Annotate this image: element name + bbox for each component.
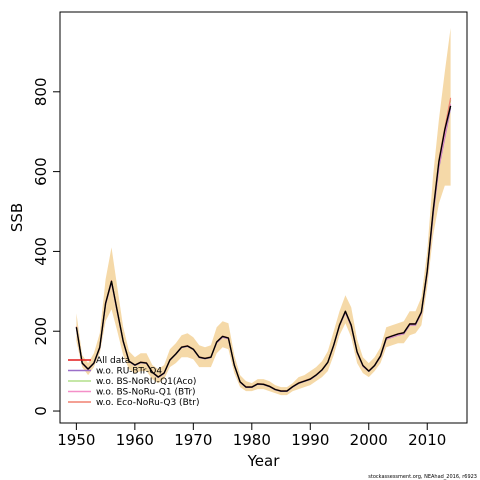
y-tick-label-400: 400 [32,237,50,266]
x-tick-label-1950: 1950 [57,431,95,449]
y-tick-label-600: 600 [32,157,50,186]
x-axis: 1950 1960 1970 1980 1990 2000 2010 [57,423,446,449]
x-tick-label-1990: 1990 [291,431,329,449]
y-tick-label-0: 0 [32,406,50,416]
x-tick-label-1960: 1960 [116,431,154,449]
x-axis-label: Year [247,452,281,470]
y-tick-label-200: 200 [32,317,50,346]
series-line-5 [75,105,452,392]
legend-label-1: w.o. RU-BTr-Q4 [96,367,162,377]
x-tick-label-1970: 1970 [174,431,212,449]
y-axis-label: SSB [8,203,26,232]
legend-label-0: All data [96,356,130,366]
x-tick-label-2010: 2010 [408,431,446,449]
legend-label-2: w.o. BS-NoRU-Q1(Aco) [96,377,196,387]
x-tick-label-1980: 1980 [233,431,271,449]
x-tick-label-2000: 2000 [350,431,388,449]
legend-label-4: w.o. Eco-NoRu-Q3 (Btr) [96,398,200,408]
series-layer [75,97,452,393]
y-axis: 0 200 400 600 800 [32,77,60,416]
legend-label-3: w.o. BS-NoRu-Q1 (BTr) [96,388,196,398]
footnote: stockassessment.org, NEAhad_2016, r6923 [368,474,477,480]
y-tick-label-800: 800 [32,77,50,106]
plot-frame [59,11,468,424]
